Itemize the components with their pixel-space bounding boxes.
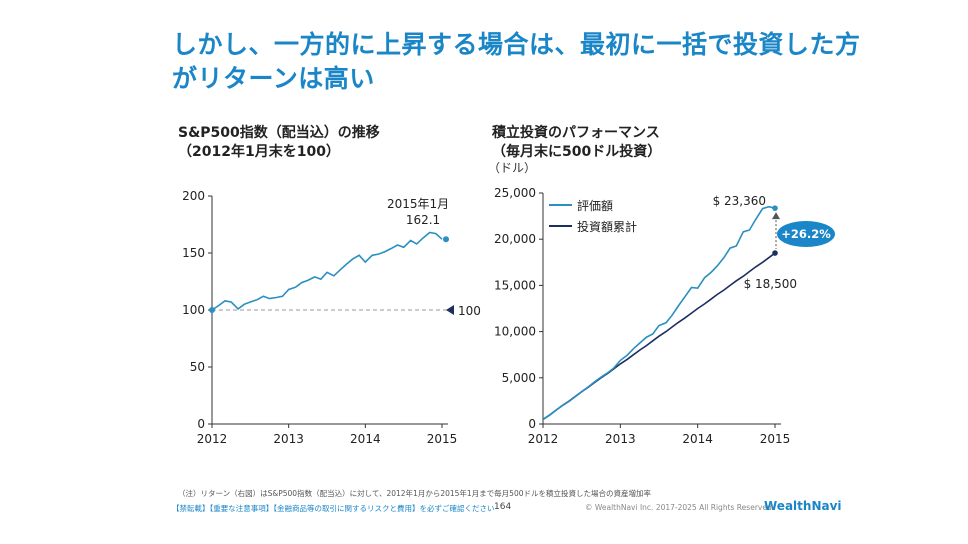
x-tick-label: 2015 (760, 432, 791, 446)
y-tick-label: 150 (182, 246, 205, 260)
valuation-end-point (772, 205, 778, 211)
legend-label-valuation: 評価額 (577, 198, 613, 213)
page-number: 164 (494, 502, 512, 512)
slide-title-line1: しかし、一方的に上昇する場合は、最初に一括で投資した方 (172, 30, 861, 59)
left-chart-title: S&P500指数（配当込）の推移 （2012年1月末を100） (178, 125, 380, 160)
x-tick-label: 2012 (528, 432, 559, 446)
y-tick-label: 15,000 (494, 278, 536, 292)
slide-title: しかし、一方的に上昇する場合は、最初に一括で投資した方 がリターンは高い (172, 28, 872, 96)
reference-marker (446, 305, 454, 315)
valuation-line (542, 205, 776, 421)
x-tick-label: 2013 (605, 432, 636, 446)
x-tick-label: 2012 (197, 432, 228, 446)
x-tick-label: 2013 (273, 432, 304, 446)
footnote: （注）リターン（右図）はS&P500指数（配当込）に対して、2012年1月から2… (178, 489, 652, 498)
end-point (443, 236, 449, 243)
start-point (209, 307, 215, 313)
x-tick-label: 2015 (427, 432, 458, 446)
return-arrow-head (772, 212, 780, 220)
return-badge (777, 221, 835, 247)
annotation-value: 162.1 (406, 213, 440, 227)
invested-end-point (772, 250, 778, 256)
right-chart-unit: （ドル） (488, 161, 537, 175)
right-chart-title: 積立投資のパフォーマンス （毎月末に500ドル投資） (492, 125, 662, 160)
y-tick-label: 0 (528, 417, 536, 431)
y-tick-label: 5,000 (502, 371, 536, 385)
x-tick-label: 2014 (682, 432, 713, 446)
y-tick-label: 100 (182, 303, 205, 317)
final-value-label: $ 23,360 (713, 194, 766, 208)
return-badge-label: +26.2% (781, 227, 831, 241)
annotation-date: 2015年1月 (387, 197, 449, 211)
y-tick-label: 10,000 (494, 325, 536, 339)
disclaimer-links[interactable]: 【禁転載】【重要な注意事項】【金融商品等の取引に関するリスクと費用】を必ずご確認… (172, 504, 495, 513)
final-invested-label: $ 18,500 (744, 277, 797, 291)
y-tick-label: 20,000 (494, 232, 536, 246)
reference-label: 100 (458, 304, 481, 318)
x-tick-label: 2014 (350, 432, 381, 446)
y-tick-label: 25,000 (494, 186, 536, 200)
wealthnavi-logo: WealthNavi (764, 499, 842, 513)
copyright: © WealthNavi Inc. 2017-2025 All Rights R… (585, 503, 775, 512)
sp500-line (211, 231, 443, 311)
legend-label-invested: 投資額累計 (577, 219, 637, 234)
y-tick-label: 200 (182, 189, 205, 203)
y-tick-label: 0 (197, 417, 205, 431)
y-tick-label: 50 (190, 360, 205, 374)
slide-title-line2: がリターンは高い (172, 64, 375, 93)
